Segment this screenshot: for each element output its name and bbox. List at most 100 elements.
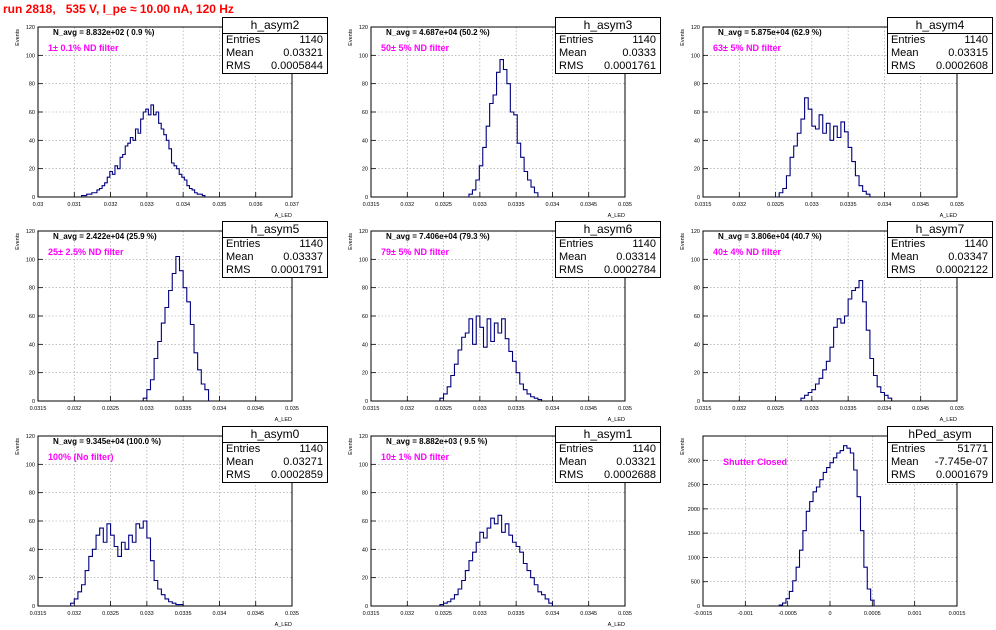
- histogram-bin: [871, 600, 874, 606]
- histogram-series: [778, 97, 871, 197]
- x-tick-label: 0.034: [546, 406, 560, 412]
- stats-key: Mean: [891, 251, 919, 263]
- histogram-panel: 0.03 0.031 0.032 0.033 0.034 0.035 0.036 0.037 0…: [0, 17, 328, 219]
- x-tick-label: 0.033: [473, 202, 487, 208]
- stats-row: RMS 0.0001679: [888, 469, 992, 482]
- histogram-bin: [100, 189, 103, 198]
- x-tick-label: 0.0345: [580, 611, 597, 617]
- histogram-bin: [491, 518, 495, 606]
- filter-annotation: 63± 5% ND filter: [713, 43, 781, 53]
- histogram-panel: 0.0315 0.032 0.0325 0.033 0.0335 0.034 0.0345 0…: [665, 221, 993, 423]
- stats-key: Entries: [891, 238, 926, 250]
- y-tick-label: 100: [26, 257, 35, 263]
- x-tick-label: 0.034: [213, 406, 227, 412]
- histogram-bin: [513, 542, 517, 606]
- histogram-bin: [881, 393, 885, 402]
- x-tick-label: 0.033: [140, 406, 154, 412]
- histogram-plot: 0.0315 0.032 0.0325 0.033 0.0335 0.034 0.0345 0…: [680, 25, 964, 219]
- histogram-name: h_asym1: [556, 427, 660, 443]
- x-tick-label: 0.0315: [695, 202, 712, 208]
- histogram-bin: [183, 288, 187, 401]
- y-tick-label: 100: [359, 462, 368, 468]
- histogram-series: [142, 255, 210, 401]
- histogram-bin: [172, 603, 176, 606]
- x-tick-label: 0.034: [878, 202, 892, 208]
- x-tick-label: 0.0325: [435, 406, 452, 412]
- y-tick-label: 80: [362, 82, 368, 88]
- histogram-bin: [542, 595, 546, 606]
- y-tick-label: 20: [694, 167, 700, 173]
- navg-header: N_avg = 7.406e+04 (79.3 %): [386, 232, 490, 241]
- histogram-bin: [800, 550, 803, 606]
- histogram-bin: [531, 578, 535, 606]
- x-tick-label: 0.033: [140, 611, 154, 617]
- x-tick-label: 0.0345: [247, 406, 264, 412]
- histogram-bin: [118, 556, 122, 606]
- histogram-bin: [538, 592, 542, 606]
- filter-annotation: 40± 4% ND filter: [713, 247, 781, 257]
- histogram-bin: [82, 196, 85, 197]
- x-tick-label: 0.032: [400, 611, 414, 617]
- x-tick-label: 0.0315: [695, 406, 712, 412]
- histogram-bin: [447, 602, 451, 606]
- histogram-bin: [147, 538, 151, 606]
- histogram-bin: [130, 138, 133, 198]
- stats-row: RMS 0.0002688: [556, 469, 660, 482]
- histogram-bin: [182, 177, 185, 197]
- histogram-bin: [454, 595, 458, 606]
- histogram-bin: [848, 147, 852, 197]
- histogram-bin: [180, 271, 184, 401]
- histogram-bin: [103, 542, 107, 606]
- navg-header: N_avg = 8.832e+02 ( 0.9 %): [53, 28, 155, 37]
- stats-row: Entries 1140: [556, 34, 660, 47]
- histogram-bin: [863, 302, 867, 401]
- histogram-bin: [473, 344, 477, 401]
- x-tick-label: 0.0335: [840, 202, 857, 208]
- histogram-bin: [480, 327, 484, 401]
- histogram-bin: [123, 155, 126, 198]
- histogram-bin: [520, 552, 524, 606]
- x-tick-label: 0.0335: [508, 611, 525, 617]
- filter-annotation: 50± 5% ND filter: [381, 43, 449, 53]
- stats-value: 1140: [964, 238, 988, 250]
- stats-row: RMS 0.0001761: [556, 60, 660, 73]
- histogram-bin: [834, 327, 838, 401]
- histogram-bin: [200, 194, 203, 197]
- histogram-bin: [479, 166, 482, 197]
- y-axis-label: Events: [348, 233, 354, 250]
- x-tick-label: 0.0335: [175, 611, 192, 617]
- stats-key: Entries: [226, 443, 261, 455]
- stats-key: RMS: [559, 469, 584, 481]
- y-tick-label: 40: [29, 547, 35, 553]
- histogram-bin: [483, 347, 487, 401]
- histogram-bin: [509, 535, 513, 606]
- histogram-bin: [847, 448, 850, 606]
- histogram-bin: [161, 129, 164, 197]
- stats-key: RMS: [226, 469, 251, 481]
- stats-value: 0.0002608: [936, 60, 988, 72]
- y-tick-label: 1500: [688, 531, 700, 537]
- histogram-bin: [71, 603, 75, 606]
- histogram-bin: [866, 194, 870, 197]
- histogram-bin: [114, 547, 118, 607]
- histogram-bin: [494, 524, 498, 606]
- y-tick-label: 0: [32, 195, 35, 201]
- histogram-bin: [497, 72, 500, 197]
- y-tick-label: 60: [362, 314, 368, 320]
- x-tick-label: 0.0315: [363, 202, 380, 208]
- histogram-panel: 0.0315 0.032 0.0325 0.033 0.0335 0.034 0.0345 0…: [0, 221, 328, 423]
- histogram-bin: [783, 189, 787, 198]
- histogram-bin: [143, 521, 147, 606]
- histogram-panel: 0.0315 0.032 0.0325 0.033 0.0335 0.034 0.0345 0…: [333, 426, 661, 628]
- histogram-bin: [790, 157, 794, 197]
- y-axis-label: Events: [15, 438, 21, 455]
- navg-header: N_avg = 3.806e+04 (40.7 %): [718, 232, 822, 241]
- histogram-bin: [125, 549, 129, 606]
- histogram-bin: [169, 602, 173, 606]
- x-tick-label: 0.035: [950, 406, 964, 412]
- histogram-bin: [801, 398, 805, 401]
- histogram-name: h_asym5: [223, 222, 327, 238]
- y-axis-label: Events: [680, 29, 686, 46]
- histogram-bin: [819, 378, 823, 401]
- stats-box: h_asym6 Entries 1140 Mean 0.03314 RMS 0.000278…: [555, 221, 661, 278]
